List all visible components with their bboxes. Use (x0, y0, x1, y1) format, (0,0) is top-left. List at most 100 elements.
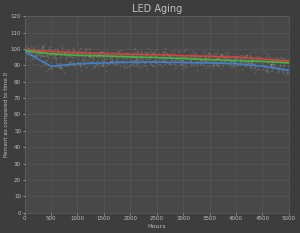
Point (43, 58, 48, 62)
Point (270, 59, 275, 63)
Point (179, 55, 184, 59)
Point (162, 60, 167, 64)
Point (161, 59, 166, 63)
Point (216, 60, 221, 64)
Point (58, 61, 62, 65)
Point (34, 56, 39, 60)
Point (30, 57, 35, 61)
Point (275, 66, 280, 69)
Point (65, 63, 70, 67)
Point (102, 55, 106, 58)
Point (163, 49, 168, 53)
Point (62, 52, 67, 55)
Point (234, 56, 239, 60)
Point (125, 62, 130, 65)
Point (202, 56, 207, 59)
Point (217, 56, 221, 60)
Point (137, 56, 142, 59)
Point (116, 59, 120, 62)
Point (140, 55, 145, 58)
Point (107, 54, 112, 58)
Point (78, 52, 83, 56)
Point (160, 59, 165, 62)
Point (198, 58, 203, 62)
Point (196, 61, 200, 64)
Point (69, 52, 74, 56)
Point (170, 51, 175, 55)
Point (184, 56, 189, 59)
Point (80, 51, 85, 55)
Point (288, 72, 293, 76)
Point (56, 53, 61, 56)
Point (77, 54, 82, 57)
Point (127, 53, 131, 57)
Point (217, 60, 222, 64)
Point (54, 50, 58, 54)
Point (264, 60, 269, 64)
Point (21, 52, 26, 55)
Point (292, 59, 296, 63)
Point (77, 63, 82, 67)
Point (117, 49, 122, 53)
Point (164, 51, 169, 55)
Point (28, 50, 33, 54)
Point (49, 48, 54, 51)
Point (71, 50, 76, 53)
Point (250, 60, 255, 63)
Point (234, 62, 239, 65)
Point (244, 53, 249, 57)
Point (204, 53, 209, 57)
Point (23, 56, 28, 60)
Point (201, 62, 206, 66)
Point (286, 57, 291, 61)
Point (279, 63, 284, 67)
Point (278, 55, 283, 59)
Point (252, 66, 257, 70)
Point (281, 71, 286, 75)
Point (129, 52, 134, 56)
Point (31, 53, 36, 57)
Point (145, 53, 149, 57)
Point (272, 66, 277, 69)
Point (28, 53, 33, 57)
Point (146, 53, 151, 56)
Point (187, 58, 192, 62)
Point (52, 51, 57, 55)
Point (183, 62, 188, 65)
Point (117, 51, 122, 55)
Point (180, 55, 185, 58)
Point (104, 54, 109, 58)
Point (245, 56, 250, 60)
Point (273, 57, 278, 61)
Point (112, 62, 117, 66)
Point (231, 61, 236, 64)
Point (97, 51, 101, 55)
Point (133, 59, 138, 62)
Point (283, 58, 288, 62)
Point (100, 61, 105, 65)
Point (124, 51, 129, 55)
Point (73, 66, 77, 70)
Point (120, 59, 125, 62)
Point (250, 62, 255, 65)
Point (34, 56, 39, 60)
Point (178, 59, 183, 63)
Point (242, 54, 246, 58)
Point (271, 62, 276, 65)
Point (219, 66, 224, 70)
Point (201, 54, 206, 58)
Point (82, 51, 86, 54)
Point (49, 66, 53, 70)
Point (130, 54, 135, 57)
Point (54, 47, 59, 51)
Point (35, 44, 40, 48)
Point (95, 59, 100, 63)
Point (36, 57, 41, 61)
Point (118, 53, 122, 57)
Point (103, 54, 108, 58)
Point (83, 53, 88, 57)
Point (101, 57, 106, 61)
Point (171, 58, 176, 62)
Point (208, 52, 213, 56)
Point (50, 56, 54, 59)
